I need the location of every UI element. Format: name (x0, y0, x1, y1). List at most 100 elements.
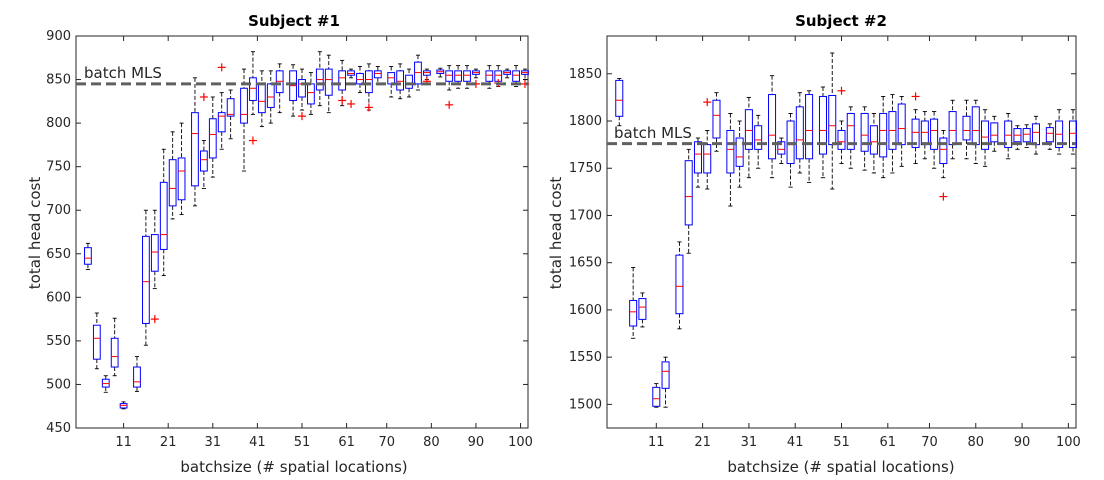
box-78 (962, 99, 971, 160)
box (735, 137, 744, 167)
box-55 (315, 51, 324, 107)
box (638, 298, 647, 320)
box-60 (879, 96, 888, 179)
y-tick-label: 1750 (569, 161, 602, 176)
box (133, 366, 141, 388)
box (463, 70, 471, 82)
box-99 (512, 65, 520, 87)
box (266, 83, 275, 108)
box-53 (846, 106, 855, 169)
box-84 (990, 115, 999, 152)
box (962, 115, 971, 141)
box-46 (275, 63, 284, 114)
x-tick-label: 11 (648, 435, 665, 450)
box (846, 112, 855, 150)
box-5 (92, 312, 101, 370)
box (199, 150, 208, 172)
box (249, 77, 257, 101)
box (159, 181, 168, 250)
x-tick-label: 61 (338, 435, 355, 450)
box-13 (661, 356, 670, 408)
box-24 (177, 122, 186, 216)
box-16 (675, 241, 684, 330)
box (454, 70, 462, 82)
box (615, 79, 624, 117)
box (150, 234, 159, 272)
box-6 (629, 266, 638, 339)
box-33 (754, 114, 763, 169)
subject-1-ylabel: total head cost (26, 177, 44, 290)
subject-2-title: Subject #2 (795, 12, 887, 30)
box (693, 141, 702, 174)
box-44 (805, 90, 814, 183)
box (485, 70, 494, 82)
box-31 (744, 96, 753, 179)
box-69 (920, 111, 929, 160)
y-tick-label: 500 (46, 377, 71, 392)
box-40 (248, 51, 257, 145)
box-11 (119, 401, 128, 410)
box-27 (726, 113, 735, 207)
x-tick-label: 90 (468, 435, 485, 450)
x-tick-label: 31 (741, 435, 758, 450)
subject-1-reference-label: batch MLS (84, 64, 162, 82)
box (373, 70, 382, 79)
y-tick-label: 1550 (569, 350, 602, 365)
box-8 (638, 292, 647, 328)
box-93 (485, 65, 494, 89)
box (675, 254, 684, 315)
y-tick-label: 1700 (569, 208, 602, 223)
y-tick-label: 1600 (569, 303, 602, 318)
x-tick-label: 61 (880, 435, 897, 450)
box (661, 361, 670, 389)
box-16 (142, 209, 150, 346)
box (837, 129, 846, 150)
box (777, 141, 786, 155)
box-57 (324, 54, 333, 114)
subject-1-plot: Subject #1 450 500 550 600 650 700 750 800 850 90… (26, 12, 533, 476)
box-77 (414, 54, 422, 91)
box (939, 137, 948, 165)
box-29 (735, 120, 744, 188)
box-97 (503, 68, 512, 79)
box (208, 118, 217, 159)
x-tick-label: 21 (160, 435, 177, 450)
x-tick-label: 11 (115, 435, 132, 450)
y-tick-label: 800 (46, 116, 71, 131)
box-14 (133, 356, 141, 392)
box-101 (1068, 109, 1078, 155)
box (818, 95, 827, 155)
box (879, 112, 888, 158)
x-tick-label: 41 (787, 435, 804, 450)
box (217, 112, 226, 133)
y-tick-label: 550 (46, 334, 71, 349)
box (703, 144, 712, 174)
box-101 (521, 68, 529, 88)
box-22 (168, 131, 177, 220)
box-36 (768, 75, 777, 179)
box (298, 79, 306, 98)
box (240, 87, 248, 124)
box (652, 386, 661, 407)
y-tick-label: 900 (46, 29, 71, 44)
subject-2-plot-area: 1500 1550 1600 1650 1700 1750 1800 1850 11 21 31 41… (569, 35, 1081, 450)
box-51 (298, 68, 306, 121)
box (512, 70, 520, 82)
x-tick-label: 51 (833, 435, 850, 450)
box-62 (347, 68, 356, 108)
y-tick-label: 1850 (569, 67, 602, 82)
box (930, 118, 939, 150)
box (1004, 120, 1013, 148)
box-11 (652, 383, 661, 408)
subject-2-xlabel: batchsize (# spatial locations) (727, 458, 954, 476)
box (168, 159, 177, 207)
subject-1-xlabel: batchsize (# spatial locations) (180, 458, 407, 476)
box (860, 112, 869, 152)
x-tick-label: 80 (967, 435, 984, 450)
x-tick-label: 31 (205, 435, 222, 450)
subject-1-plot-area: 450 500 550 600 650 700 750 800 850 900 11 21 31 41 51… (46, 29, 533, 450)
box (795, 106, 804, 160)
box-42 (795, 92, 804, 174)
box-44 (266, 70, 275, 124)
box-35 (226, 89, 235, 140)
